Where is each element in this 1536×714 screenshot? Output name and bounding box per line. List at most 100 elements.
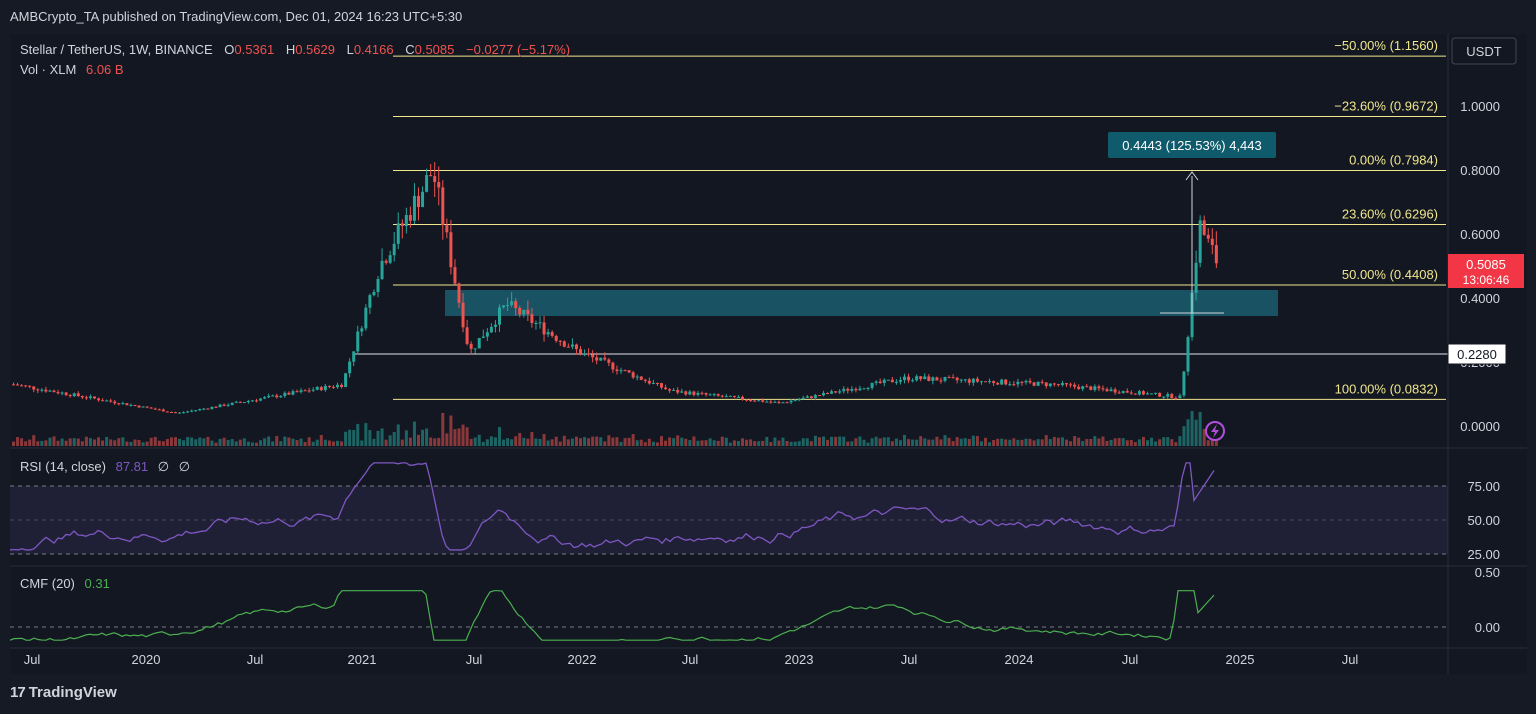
volume-bars: [12, 410, 1218, 446]
candle-body: [530, 314, 534, 324]
rsi-legend: RSI (14, close) 87.81 ∅ ∅: [20, 459, 190, 474]
volume-bar: [129, 441, 133, 446]
volume-bar: [283, 436, 287, 446]
volume-bar: [838, 436, 842, 446]
candle-body: [141, 406, 145, 408]
candle-body: [984, 381, 987, 383]
candle-body: [255, 400, 258, 402]
price-chart[interactable]: −50.00% (1.1560) −23.60% (0.9672) 0.00% (0…: [9, 34, 1527, 674]
candle-body: [161, 409, 165, 412]
candle-body: [611, 362, 615, 370]
candle-body: [1186, 337, 1190, 372]
volume-bar: [1141, 436, 1145, 446]
change-value: −0.0277 (−5.17%): [466, 42, 570, 57]
volume-bar: [724, 437, 728, 446]
candle-body: [688, 391, 692, 395]
candle-body: [417, 195, 420, 208]
volume-bar: [550, 439, 554, 446]
candle-body: [117, 403, 121, 405]
volume-bar: [874, 436, 878, 446]
last-price-tag: [1448, 254, 1524, 288]
volume-bar: [988, 442, 992, 446]
candle-body: [352, 351, 356, 362]
candle-body: [915, 376, 919, 381]
volume-bar: [1154, 441, 1158, 446]
volume-bar: [1166, 437, 1170, 446]
volume-bar: [611, 437, 615, 446]
candle-body: [1174, 397, 1178, 399]
currency-button[interactable]: [1451, 37, 1517, 65]
volume-bar: [793, 441, 797, 446]
candle-body: [76, 393, 80, 396]
volume-bar: [311, 441, 315, 446]
measure-label-box[interactable]: [1108, 132, 1276, 158]
volume-bar: [1077, 437, 1081, 446]
candle-body: [279, 395, 283, 398]
candle-body: [1129, 392, 1133, 394]
volume-bar: [712, 440, 716, 446]
volume-bar: [1012, 438, 1016, 446]
fib-label: 0.00% (0.7984): [1349, 153, 1438, 168]
volume-bar: [753, 441, 757, 446]
candle-body: [101, 400, 105, 402]
volume-bar: [101, 440, 105, 446]
candle-body: [400, 223, 404, 226]
candle-body: [931, 377, 935, 381]
volume-bar: [668, 437, 672, 446]
candle-body: [202, 408, 206, 410]
volume-bar: [583, 437, 587, 446]
volume-bar: [299, 438, 303, 446]
volume-bar: [655, 442, 659, 446]
volume-bar: [518, 432, 522, 446]
candle-body: [336, 384, 339, 388]
volume-bar: [696, 440, 700, 446]
candle-body: [137, 405, 141, 408]
time-tick: 2020: [132, 652, 161, 667]
candle-body: [125, 403, 129, 406]
candle-body: [842, 388, 846, 392]
volume-bar: [651, 441, 655, 446]
candle-body: [587, 353, 591, 355]
chart-area[interactable]: −50.00% (1.1560) −23.60% (0.9672) 0.00% (0…: [9, 34, 1527, 674]
candle-body: [1056, 384, 1060, 386]
volume-bar: [579, 438, 582, 446]
volume-bar: [267, 436, 271, 446]
volume-bar: [226, 439, 230, 446]
candle-body: [712, 394, 716, 396]
volume-bar: [327, 440, 331, 446]
candle-body: [603, 357, 607, 360]
candle-body: [72, 393, 76, 397]
candle-body: [651, 382, 655, 384]
fib-retracement[interactable]: −50.00% (1.1560) −23.60% (0.9672) 0.00% (0…: [393, 38, 1446, 400]
volume-bar: [441, 412, 445, 446]
candle-body: [761, 400, 765, 402]
volume-bar: [1052, 436, 1056, 446]
candle-body: [898, 380, 902, 382]
candle-body: [323, 385, 327, 391]
candle-body: [1073, 384, 1077, 387]
volume-bar: [570, 438, 574, 446]
candle-body: [903, 376, 906, 381]
candle-body: [93, 396, 96, 399]
volume-bar: [979, 441, 983, 446]
volume-bar: [672, 438, 676, 446]
volume-bar: [1117, 438, 1121, 446]
volume-bar: [279, 441, 283, 446]
volume-bar: [809, 441, 813, 446]
candle-body: [356, 331, 360, 352]
volume-bar: [1137, 439, 1141, 446]
candle-body: [660, 383, 663, 388]
candle-body: [1105, 389, 1109, 392]
volume-bar: [133, 439, 137, 446]
volume-bar: [1105, 440, 1109, 446]
volume-bar: [623, 438, 627, 446]
candle-body: [1206, 234, 1210, 239]
volume-bar: [105, 436, 109, 446]
time-axis[interactable]: Jul 2020 Jul 2021 Jul 2022 Jul 2023 Jul 2024 Jul 20…: [24, 652, 1359, 667]
candle-body: [878, 381, 882, 384]
volume-bar: [319, 435, 323, 446]
candle-body: [52, 390, 56, 393]
candle-body: [1081, 386, 1085, 389]
volume-bar: [380, 428, 384, 446]
